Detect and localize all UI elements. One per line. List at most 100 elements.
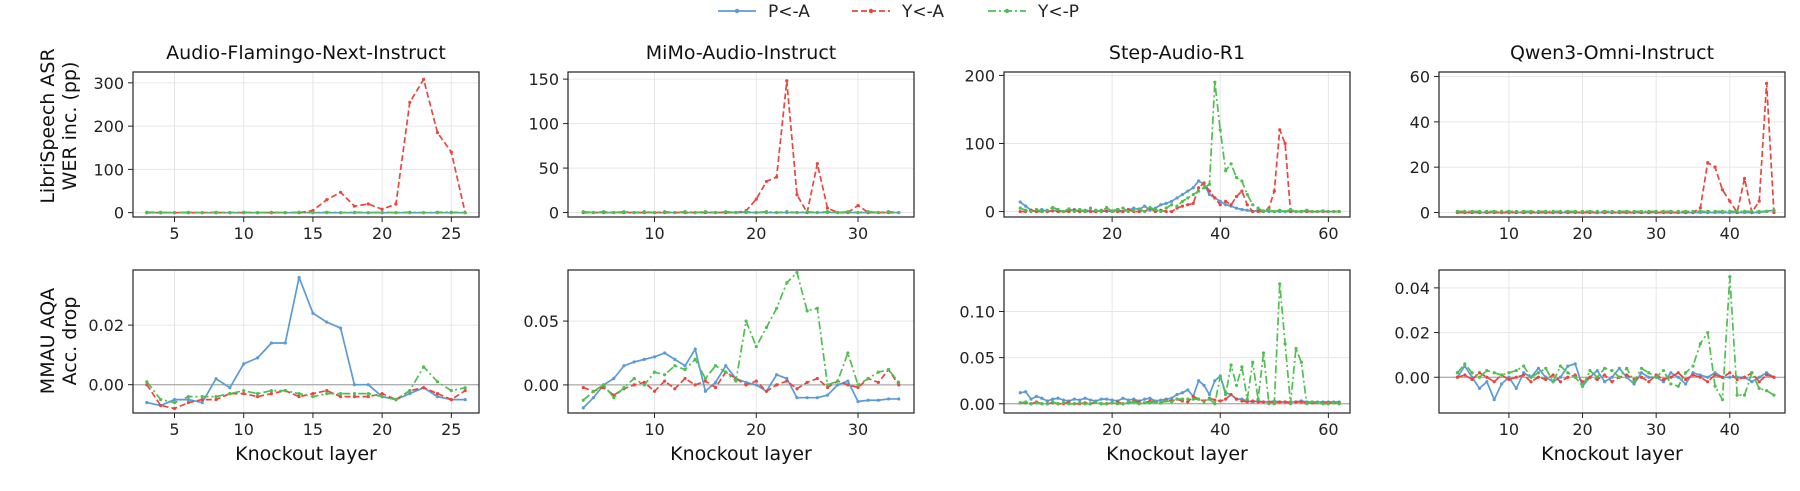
point-5-2-9	[673, 364, 677, 368]
point-5-2-25	[836, 379, 840, 383]
point-3-1-36	[1720, 188, 1725, 192]
series-line-3-2	[1457, 209, 1775, 213]
ytick-label-5-1: 0.05	[523, 312, 559, 331]
point-0-2-23	[463, 211, 467, 215]
xtick-label-5-0: 10	[644, 420, 664, 439]
point-3-2-35	[1713, 209, 1717, 213]
point-4-2-12	[311, 395, 315, 399]
point-1-2-18	[764, 210, 769, 214]
point-1-2-26	[846, 210, 850, 214]
point-6-2-24	[1148, 401, 1152, 405]
point-2-0-30	[1180, 192, 1185, 197]
point-5-2-23	[815, 306, 819, 310]
point-2-2-6	[1051, 205, 1055, 210]
point-5-1-24	[825, 385, 830, 390]
point-4-1-22	[449, 397, 453, 402]
point-7-0-37	[1728, 375, 1732, 379]
point-5-0-10	[683, 364, 687, 368]
point-7-1-1	[1463, 373, 1467, 377]
point-2-2-38	[1224, 169, 1228, 173]
point-6-0-24	[1148, 396, 1152, 400]
xtick-label-1-0: 10	[644, 224, 664, 243]
point-4-2-16	[366, 392, 370, 396]
ytick-label-2-1: 100	[964, 134, 995, 153]
point-2-2-16	[1105, 205, 1109, 210]
point-7-0-29	[1669, 371, 1673, 375]
point-2-1-9	[1067, 209, 1071, 214]
point-5-2-31	[897, 380, 901, 384]
point-3-2-3	[1477, 209, 1482, 213]
point-4-2-2	[172, 400, 177, 405]
series-line-2-2	[1019, 81, 1340, 213]
point-4-0-7	[242, 362, 246, 366]
point-6-1-43	[1251, 399, 1255, 403]
point-7-2-40	[1750, 371, 1754, 375]
point-7-0-15	[1566, 364, 1570, 368]
point-7-0-8	[1514, 386, 1518, 391]
point-2-2-30	[1180, 199, 1185, 203]
point-2-2-44	[1256, 206, 1260, 210]
point-2-2-9	[1067, 207, 1071, 211]
point-3-2-2	[1470, 209, 1474, 213]
point-1-2-16	[744, 210, 748, 214]
point-6-2-57	[1326, 402, 1330, 406]
point-4-0-21	[435, 395, 440, 399]
point-7-0-24	[1632, 382, 1636, 386]
point-5-1-21	[795, 387, 799, 391]
xtick-label-6-2: 60	[1318, 420, 1338, 439]
point-6-2-12	[1083, 402, 1087, 406]
point-1-2-15	[734, 210, 738, 215]
point-6-2-17	[1110, 401, 1114, 405]
point-3-1-35	[1713, 165, 1717, 169]
point-6-2-21	[1132, 400, 1136, 404]
ytick-label-7-2: 0.04	[1394, 279, 1430, 298]
point-5-1-8	[663, 379, 667, 383]
point-5-2-2	[602, 383, 606, 387]
point-0-1-22	[449, 150, 453, 154]
point-4-0-12	[311, 311, 315, 315]
point-7-2-32	[1691, 364, 1695, 368]
point-4-0-14	[339, 326, 343, 330]
point-6-2-34	[1202, 400, 1206, 404]
point-2-2-59	[1337, 209, 1341, 214]
xtick-label-7-1: 20	[1572, 420, 1592, 439]
point-6-2-6	[1051, 400, 1055, 404]
row-label-0-line-1: WER inc. (pp)	[59, 62, 81, 191]
ytick-label-6-0: 0.00	[959, 395, 995, 414]
point-6-2-13	[1088, 402, 1093, 406]
point-4-0-13	[325, 320, 329, 324]
point-5-0-29	[876, 398, 880, 402]
point-5-0-26	[846, 379, 850, 383]
point-5-2-6	[642, 383, 646, 387]
point-6-2-26	[1159, 401, 1163, 405]
point-5-2-20	[785, 281, 789, 285]
series-line-4-0	[146, 276, 466, 407]
point-7-2-33	[1698, 342, 1702, 346]
point-6-0-1	[1024, 390, 1028, 394]
point-7-1-8	[1514, 375, 1518, 379]
point-7-1-41	[1757, 380, 1761, 384]
xtick-label-2-0: 20	[1102, 224, 1122, 243]
frame-1	[567, 71, 915, 218]
point-2-2-23	[1142, 209, 1147, 214]
point-7-2-21	[1610, 368, 1614, 373]
ytick-label-6-1: 0.05	[959, 349, 995, 368]
point-2-2-25	[1153, 207, 1157, 212]
point-1-2-0	[581, 210, 585, 214]
point-5-0-4	[622, 364, 626, 368]
point-7-0-35	[1713, 371, 1717, 375]
point-2-2-33	[1197, 189, 1201, 193]
point-0-2-9	[269, 210, 273, 214]
point-7-2-42	[1765, 389, 1769, 393]
point-4-0-5	[214, 377, 218, 381]
point-0-1-15	[352, 204, 357, 208]
point-2-1-40	[1234, 194, 1239, 199]
point-5-0-27	[856, 399, 860, 404]
point-6-2-41	[1240, 365, 1244, 369]
point-5-2-26	[846, 351, 850, 355]
point-3-2-33	[1698, 209, 1702, 213]
point-6-0-36	[1213, 379, 1217, 383]
point-7-2-22	[1617, 375, 1621, 379]
point-5-2-5	[632, 376, 636, 381]
point-5-1-10	[683, 376, 687, 381]
